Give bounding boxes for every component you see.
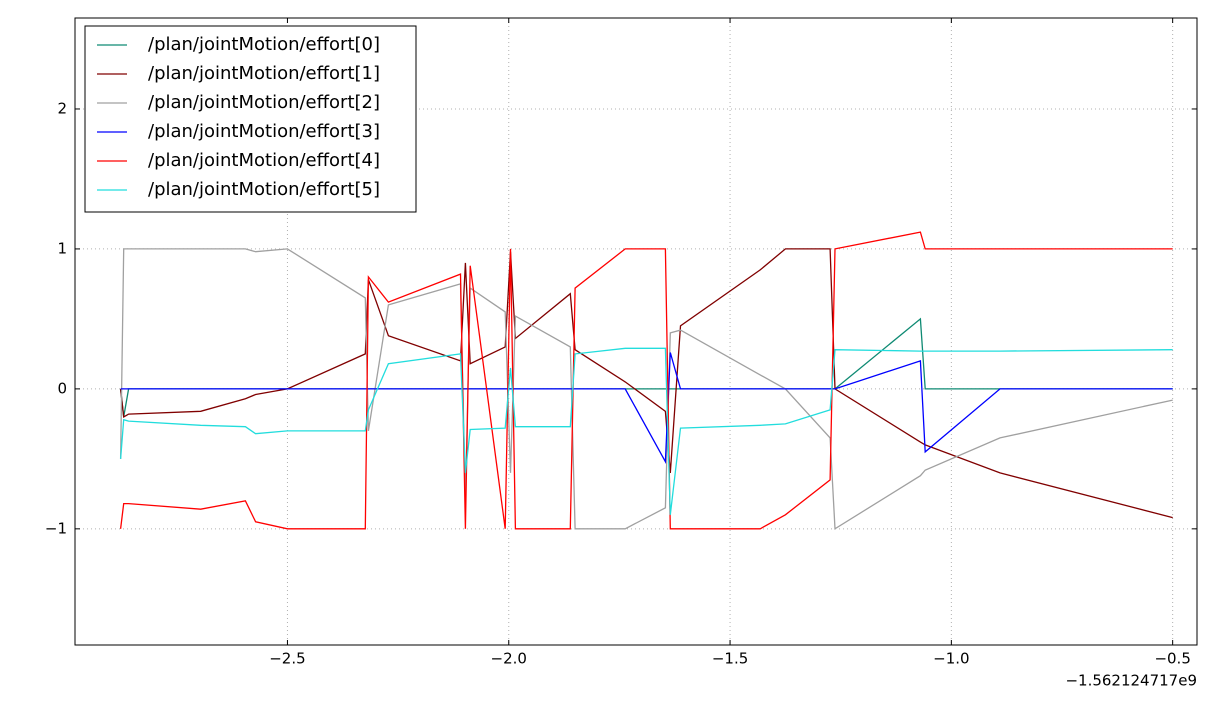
legend-label: /plan/jointMotion/effort[5] [148,179,380,200]
x-tick-label: −2.0 [491,650,527,668]
series-line [119,231,1173,530]
legend-label: /plan/jointMotion/effort[2] [148,92,380,113]
legend-label: /plan/jointMotion/effort[0] [148,34,380,55]
legend-label: /plan/jointMotion/effort[3] [148,121,380,142]
x-tick-label: −1.5 [712,650,748,668]
x-tick-label: −2.5 [269,650,305,668]
plot-frame [74,17,1198,646]
y-tick-label: 0 [57,379,67,397]
series-line [119,248,1173,519]
x-tick-label: −1.0 [933,650,969,668]
y-tick-label: 2 [57,99,67,117]
x-tick-label: −0.5 [1154,650,1190,668]
legend-label: /plan/jointMotion/effort[4] [148,150,380,171]
x-offset-label: −1.562124717e9 [1065,672,1197,690]
y-tick-label: 1 [57,239,67,257]
y-tick-label: −1 [45,519,67,537]
legend-label: /plan/jointMotion/effort[1] [148,63,380,84]
legend-box [84,25,417,213]
series-line [119,347,1173,515]
